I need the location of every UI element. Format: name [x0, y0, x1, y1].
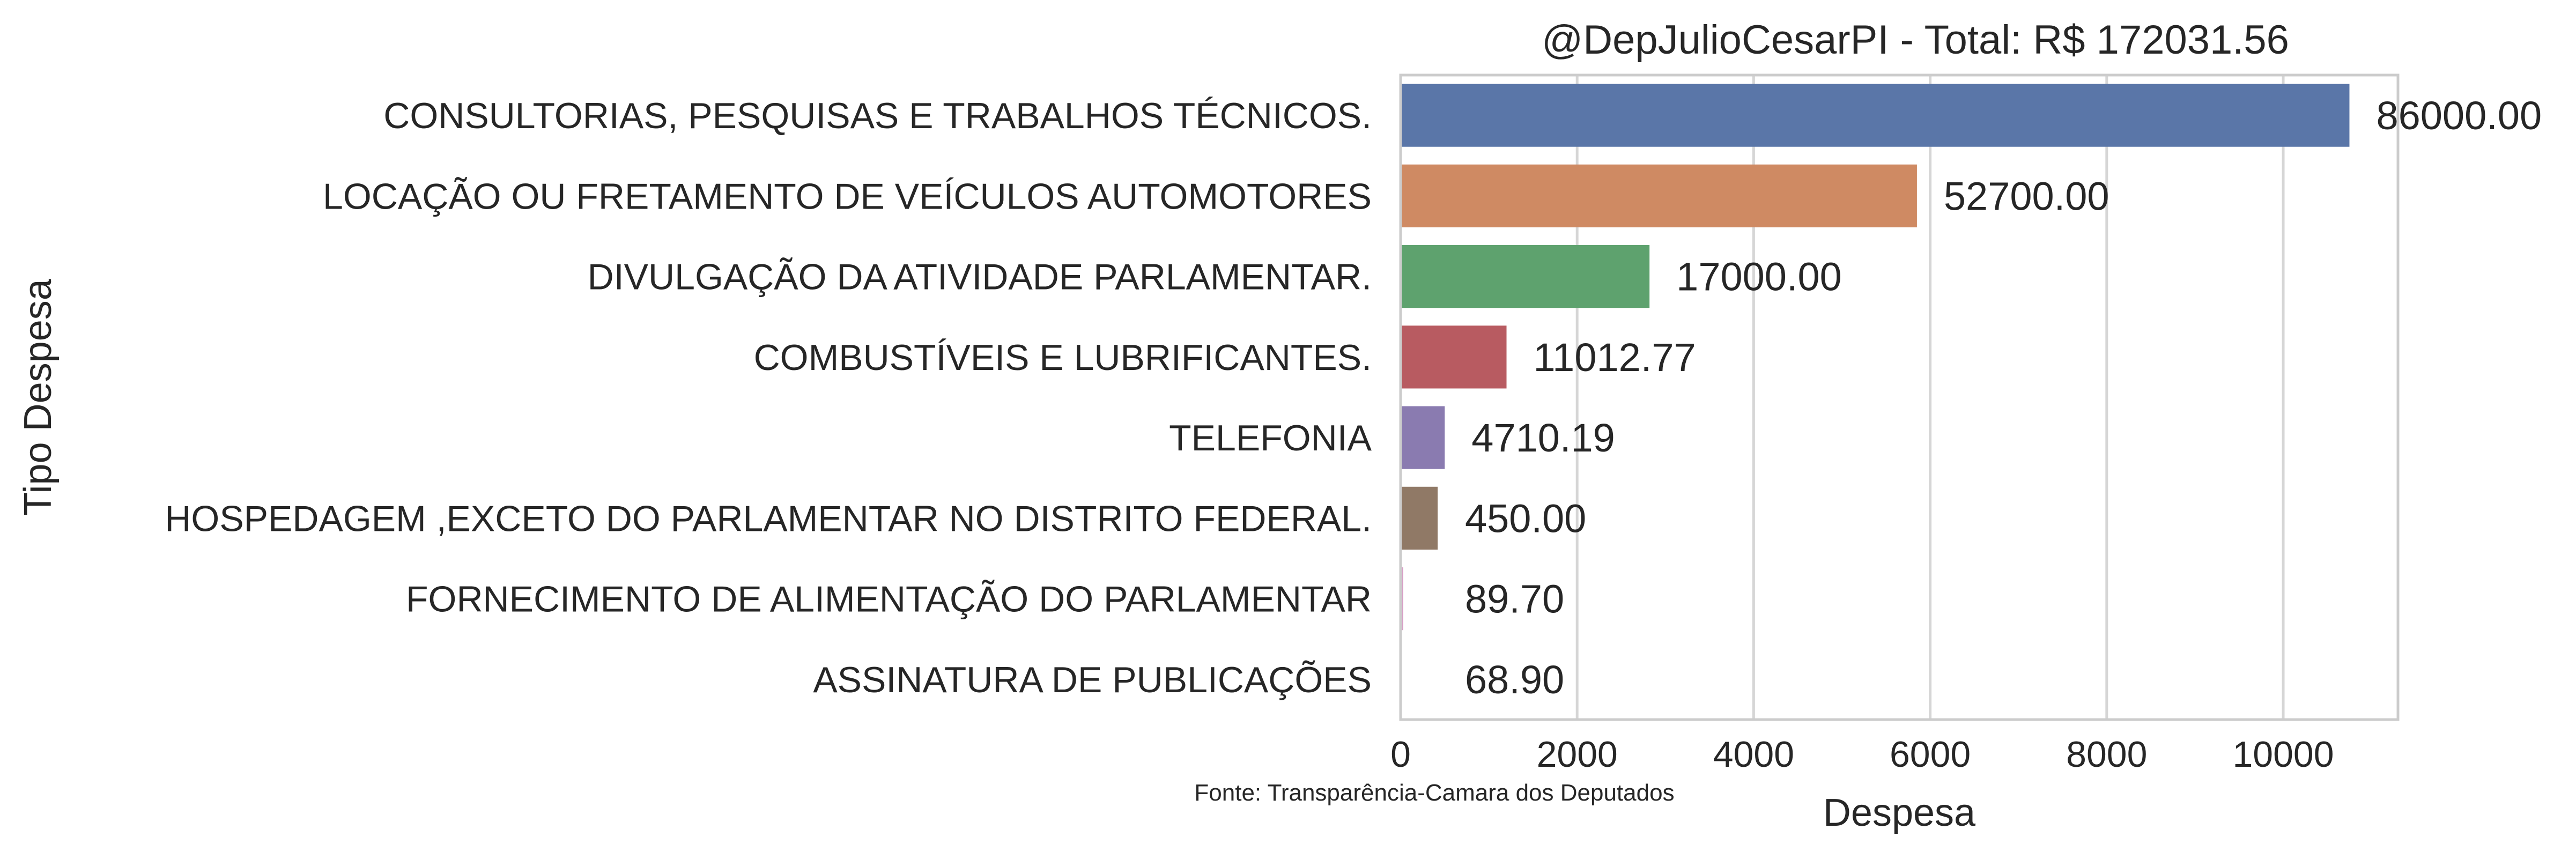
x-tick-labels: 0 2000 4000 6000 8000 10000	[1390, 734, 2334, 775]
data-label: 89.70	[1465, 577, 1564, 621]
bar	[1401, 486, 1438, 550]
y-axis-label: Tipo Despesa	[17, 278, 60, 516]
bar	[1401, 245, 1650, 308]
y-tick-label: TELEFONIA	[1169, 418, 1372, 458]
x-tick-label: 0	[1390, 734, 1411, 775]
source-note: Fonte: Transparência-Camara dos Deputado…	[1194, 780, 1674, 806]
y-tick-label: ASSINATURA DE PUBLICAÇÕES	[813, 660, 1372, 700]
x-tick-label: 8000	[2066, 734, 2147, 775]
data-label: 4710.19	[1471, 416, 1615, 460]
bars-layer	[1401, 84, 2350, 711]
bar	[1401, 164, 1917, 227]
data-label: 86000.00	[2376, 93, 2542, 138]
x-tick-label: 2000	[1537, 734, 1618, 775]
x-tick-label: 10000	[2232, 734, 2334, 775]
y-tick-label: CONSULTORIAS, PESQUISAS E TRABALHOS TÉCN…	[383, 95, 1372, 136]
plot-frame	[1399, 73, 2400, 721]
data-label: 68.90	[1465, 657, 1564, 702]
chart-title: @DepJulioCesarPI - Total: R$ 172031.56	[1542, 17, 2289, 63]
bar	[1401, 406, 1445, 469]
y-tick-labels: CONSULTORIAS, PESQUISAS E TRABALHOS TÉCN…	[165, 95, 1372, 700]
data-label: 17000.00	[1676, 255, 1842, 299]
x-tick-label: 4000	[1713, 734, 1794, 775]
x-tick-label: 6000	[1890, 734, 1971, 775]
y-tick-label: FORNECIMENTO DE ALIMENTAÇÃO DO PARLAMENT…	[406, 579, 1372, 620]
y-tick-label: HOSPEDAGEM ,EXCETO DO PARLAMENTAR NO DIS…	[165, 498, 1372, 539]
data-label: 450.00	[1465, 496, 1586, 540]
y-tick-label: DIVULGAÇÃO DA ATIVIDADE PARLAMENTAR.	[588, 257, 1372, 298]
x-axis-label: Despesa	[1823, 791, 1976, 834]
bar	[1401, 325, 1507, 389]
data-label: 11012.77	[1534, 335, 1696, 380]
y-tick-label: LOCAÇÃO OU FRETAMENTO DE VEÍCULOS AUTOMO…	[323, 176, 1372, 217]
y-tick-label: COMBUSTÍVEIS E LUBRIFICANTES.	[754, 337, 1372, 378]
data-labels: 86000.00 52700.00 17000.00 11012.77 4710.19 4…	[1465, 93, 2542, 702]
data-label: 52700.00	[1944, 174, 2109, 218]
bar	[1401, 84, 2350, 147]
